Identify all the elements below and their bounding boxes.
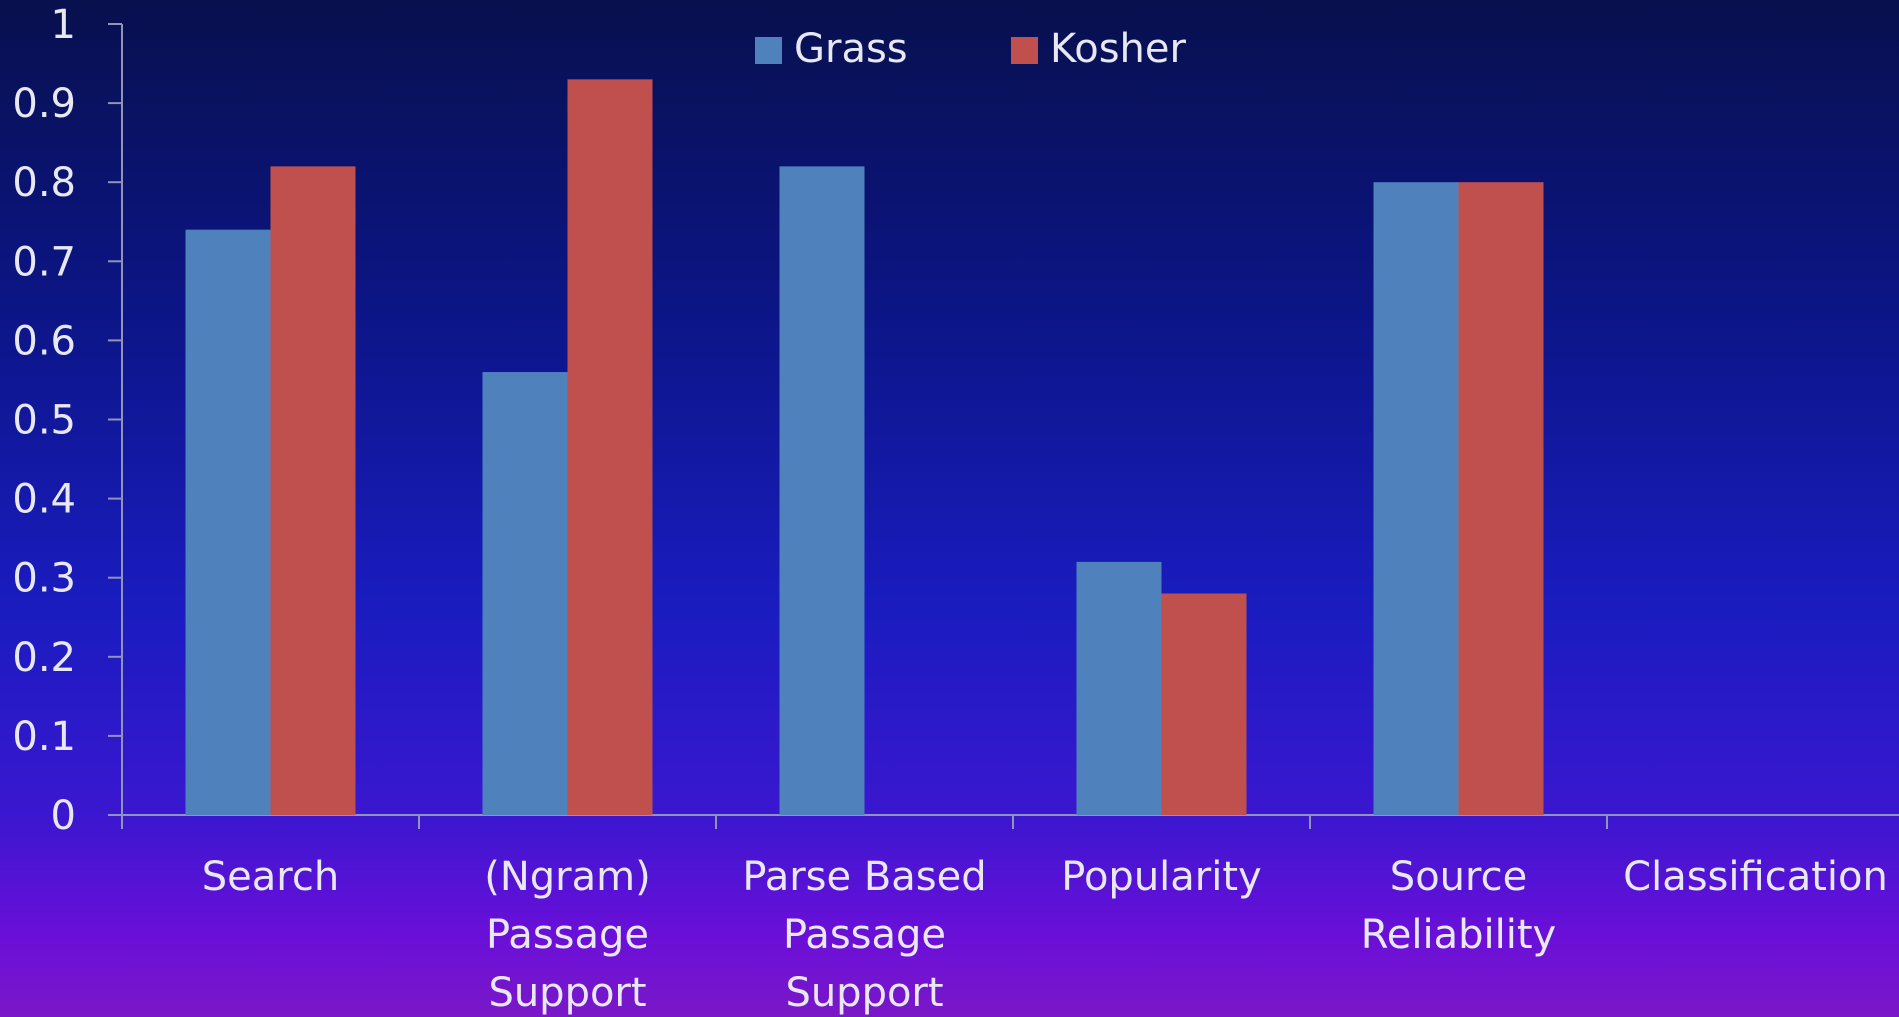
x-tick-label: (Ngram) Passage Support — [484, 854, 650, 1016]
y-tick-labels: 0 0.1 0.2 0.3 0.4 0.5 0.6 0.7 0.8 0.9 1 — [12, 2, 76, 839]
y-tick-label: 0.3 — [12, 556, 76, 602]
bar-kosher-1 — [567, 79, 653, 816]
legend-swatch-kosher — [1011, 37, 1038, 64]
x-tick-labels: Search (Ngram) Passage Support Parse Based Pa… — [202, 854, 1888, 1016]
bar-kosher-3 — [1161, 593, 1247, 815]
legend-label-grass: Grass — [794, 26, 908, 72]
x-tick-label: Classification — [1623, 854, 1888, 900]
bar-grass-0 — [185, 229, 271, 815]
y-tick-label: 0.6 — [12, 318, 76, 364]
bar-grass-4 — [1373, 182, 1459, 815]
legend-label-kosher: Kosher — [1050, 26, 1187, 72]
bars — [185, 79, 1544, 816]
y-tick-label: 0 — [51, 793, 76, 839]
legend-swatch-grass — [755, 37, 782, 64]
axes — [108, 23, 1899, 829]
bar-kosher-4 — [1458, 182, 1544, 815]
x-tick-label: Parse Based Passage Support — [742, 854, 986, 1016]
y-tick-label: 0.5 — [12, 398, 76, 444]
legend: Grass Kosher — [755, 26, 1187, 72]
x-tick-label: Search — [202, 854, 339, 900]
y-tick-label: 0.4 — [12, 477, 76, 523]
x-tick-label: Popularity — [1061, 854, 1261, 900]
bar-grass-2 — [779, 166, 865, 815]
y-tick-label: 0.7 — [12, 239, 76, 285]
y-tick-label: 0.8 — [12, 160, 76, 206]
y-tick-label: 0.1 — [12, 714, 76, 760]
y-tick-label: 1 — [51, 2, 76, 48]
y-tick-label: 0.9 — [12, 81, 76, 127]
bar-grass-1 — [482, 372, 568, 815]
y-tick-label: 0.2 — [12, 635, 76, 681]
bar-kosher-0 — [270, 166, 356, 815]
bar-grass-3 — [1076, 561, 1162, 815]
x-tick-label: Source Reliability — [1361, 854, 1556, 958]
